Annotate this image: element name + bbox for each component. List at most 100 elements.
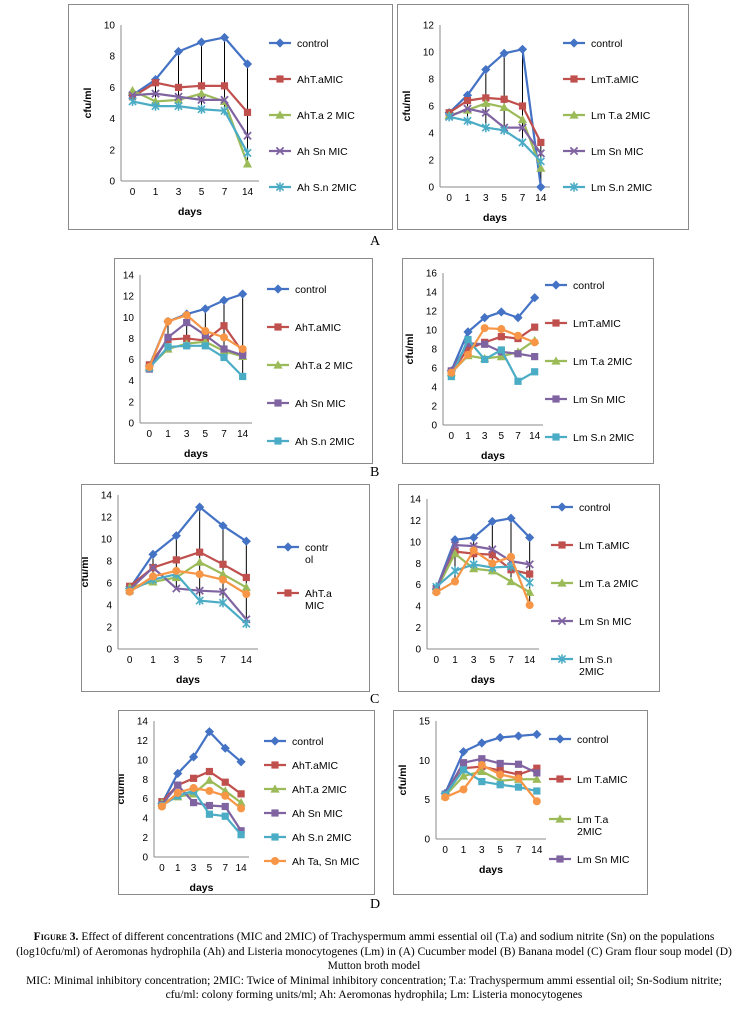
x-tick-label: 3 bbox=[191, 863, 197, 874]
y-tick-label: 0 bbox=[424, 835, 430, 846]
chart-svg: 0 2 4 6 8 10 0 1 3 5 7 14 days cfu/ml control AhT.aMIC A… bbox=[82, 21, 357, 219]
caption-main: Figure 3. Effect of different concentrat… bbox=[14, 930, 734, 974]
y-axis-title: cfu/ml bbox=[82, 556, 91, 587]
data-point bbox=[220, 786, 230, 795]
legend-label: AhT.a bbox=[305, 588, 332, 600]
data-point bbox=[219, 575, 227, 584]
data-point bbox=[173, 95, 184, 104]
y-tick-label: 4 bbox=[428, 129, 434, 140]
legend-entry: Lm T.aMIC bbox=[551, 540, 630, 552]
series-1 bbox=[127, 32, 253, 100]
data-point bbox=[481, 98, 491, 107]
legend-label: Lm T.aMIC bbox=[579, 540, 630, 552]
legend-label: MIC bbox=[305, 600, 325, 612]
x-axis-title: days bbox=[481, 450, 505, 462]
y-tick-label: 0 bbox=[142, 853, 148, 864]
series-line bbox=[448, 47, 542, 188]
y-tick-label: 2 bbox=[428, 156, 434, 167]
y-tick-label: 8 bbox=[109, 52, 115, 63]
y-tick-label: 8 bbox=[106, 557, 112, 568]
y-tick-label: 10 bbox=[137, 755, 149, 766]
data-point bbox=[477, 761, 486, 770]
data-point bbox=[242, 159, 253, 168]
legend-marker bbox=[569, 182, 579, 192]
data-point bbox=[218, 598, 228, 608]
data-point bbox=[469, 546, 478, 555]
data-point bbox=[204, 775, 215, 784]
legend-label: Lm T.a bbox=[577, 814, 608, 826]
chart-panel-b-right: 0 2 4 6 8 10 12 14 16 0 1 3 5 7 14 days cfu/ml control LmT… bbox=[402, 258, 654, 464]
series-6 bbox=[145, 311, 247, 371]
series-line bbox=[132, 92, 249, 137]
y-tick-label: 12 bbox=[426, 307, 438, 318]
legend-marker bbox=[570, 75, 578, 83]
legend-entry: Lm T.a 2MIC bbox=[563, 110, 651, 122]
legend-label: contr bbox=[305, 542, 329, 554]
legend-entry: Ah S.n 2MIC bbox=[267, 436, 355, 448]
legend-label: Ah S.n 2MIC bbox=[292, 832, 352, 844]
chart-panel-c-right: 0 2 4 6 8 10 12 14 0 1 3 5 7 14 days cfu/ml control Lm T.… bbox=[398, 484, 660, 692]
x-tick-label: 1 bbox=[452, 655, 458, 666]
data-point bbox=[237, 804, 246, 813]
y-tick-label: 6 bbox=[109, 83, 115, 94]
legend-label: Ah Sn MIC bbox=[297, 146, 348, 158]
legend-marker bbox=[556, 855, 564, 863]
legend-entry: AhT.aMIC bbox=[269, 74, 344, 86]
data-point bbox=[533, 769, 541, 777]
x-tick-label: 3 bbox=[483, 193, 489, 204]
data-point bbox=[239, 372, 247, 381]
data-point bbox=[157, 802, 166, 811]
data-point bbox=[218, 569, 228, 578]
data-point bbox=[525, 587, 535, 596]
legend-label: control bbox=[573, 280, 605, 292]
data-point bbox=[125, 587, 134, 596]
chart-svg: 0 2 4 6 8 10 12 14 0 1 3 5 7 14 days cfu/ml control Lm T.… bbox=[399, 495, 639, 687]
series-4 bbox=[128, 89, 252, 140]
data-point bbox=[526, 570, 534, 578]
x-tick-label: 1 bbox=[153, 187, 159, 198]
legend-entry: Ah Sn MIC bbox=[269, 146, 348, 158]
y-tick-label: 14 bbox=[123, 271, 135, 282]
series-line bbox=[132, 100, 249, 154]
legend-entry: Ah Sn MIC bbox=[267, 398, 346, 410]
data-point bbox=[450, 549, 460, 558]
data-point bbox=[172, 584, 181, 593]
x-tick-label: 5 bbox=[501, 193, 507, 204]
data-point bbox=[236, 798, 246, 807]
data-point bbox=[497, 333, 505, 341]
data-point bbox=[481, 340, 489, 348]
figure-caption: Figure 3. Effect of different concentrat… bbox=[14, 930, 734, 1003]
figure-label: Figure 3. bbox=[33, 931, 79, 943]
data-point bbox=[530, 338, 539, 347]
data-point bbox=[243, 108, 252, 116]
y-tick-label: 4 bbox=[109, 114, 115, 125]
legend-marker bbox=[552, 433, 560, 441]
y-tick-label: 12 bbox=[101, 513, 113, 524]
y-tick-label: 2 bbox=[109, 145, 115, 156]
legend-entry: control bbox=[267, 284, 327, 296]
data-point bbox=[218, 521, 228, 531]
data-point bbox=[149, 572, 157, 581]
series-5 bbox=[128, 96, 252, 158]
data-point bbox=[197, 95, 206, 105]
data-point bbox=[242, 573, 250, 582]
y-axis-title: cfu/ml bbox=[397, 764, 409, 795]
data-point bbox=[459, 785, 468, 794]
data-point bbox=[464, 339, 472, 347]
series-line bbox=[160, 729, 242, 805]
data-point bbox=[532, 729, 542, 739]
x-tick-label: 0 bbox=[446, 193, 452, 204]
legend-label: Lm Sn MIC bbox=[591, 146, 644, 158]
series-6 bbox=[447, 324, 539, 377]
legend-marker bbox=[557, 578, 567, 587]
data-point bbox=[497, 346, 505, 354]
data-point bbox=[514, 774, 523, 783]
data-point bbox=[188, 752, 199, 762]
legend-marker bbox=[556, 775, 564, 783]
data-point bbox=[525, 560, 534, 569]
data-point bbox=[221, 812, 229, 820]
chart-svg: 0 2 4 6 8 10 12 0 1 3 5 7 14 days cfu/ml control LmT.aMI… bbox=[401, 21, 653, 225]
y-tick-label: 0 bbox=[106, 645, 112, 656]
data-point bbox=[195, 586, 204, 595]
